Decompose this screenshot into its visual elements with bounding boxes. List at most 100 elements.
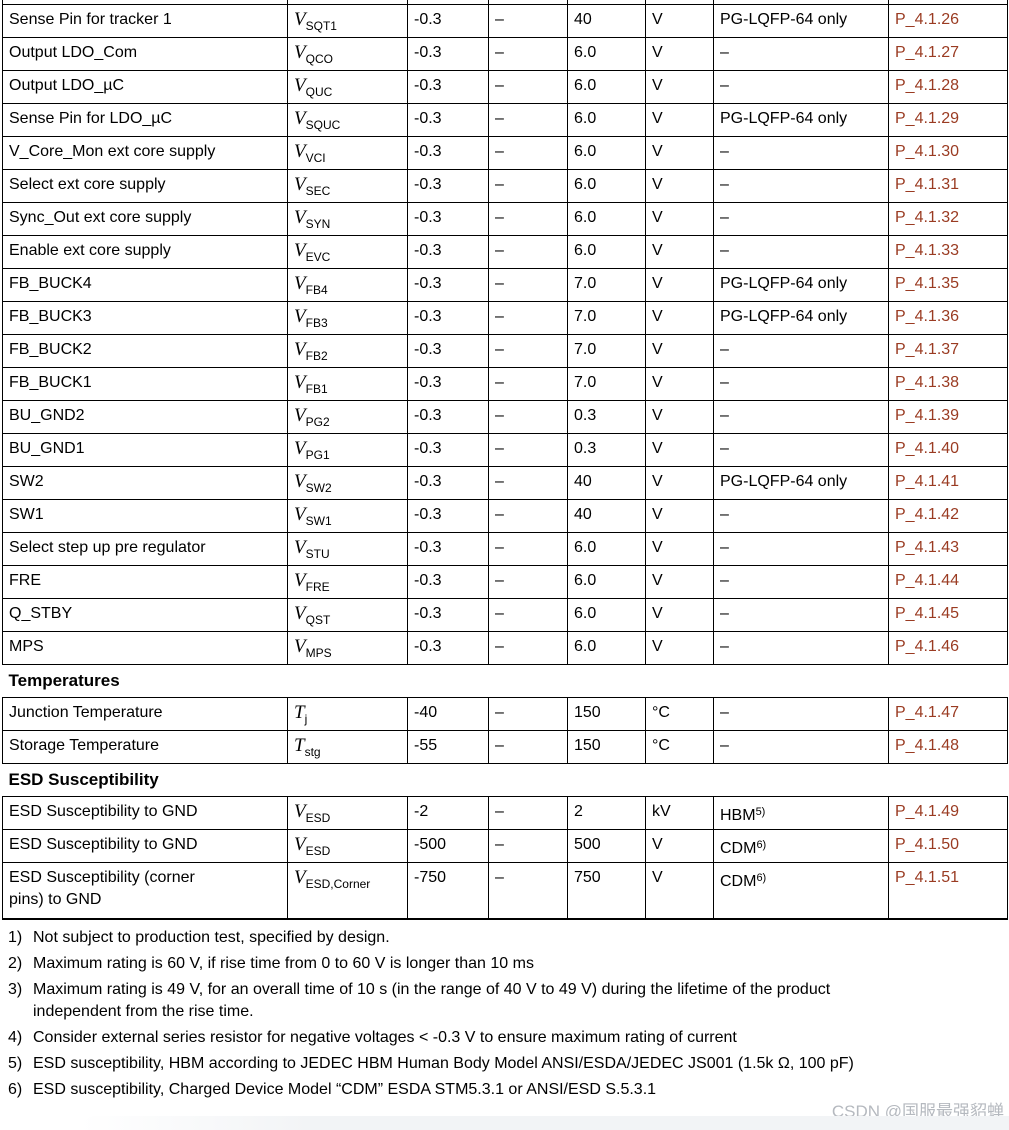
bottom-rounded-band xyxy=(80,1116,1009,1130)
ref-link[interactable]: P_4.1.46 xyxy=(888,630,1008,665)
ref-link[interactable]: P_4.1.42 xyxy=(888,498,1008,533)
symbol-subscript: ESD xyxy=(305,810,331,825)
footnote-number: 6) xyxy=(8,1081,23,1098)
ref-link[interactable]: P_4.1.29 xyxy=(888,102,1008,137)
symbol-cell: VFB2 xyxy=(287,333,408,368)
table-row: SW2 VSW2 -0.3–40 V PG-LQFP-64 only P_4.1.41 xyxy=(2,465,1008,500)
ref-link[interactable]: P_4.1.44 xyxy=(888,564,1008,599)
max-cell: 7.0 xyxy=(567,366,646,401)
parameter-cell: SW2 xyxy=(2,465,288,500)
note-text: – xyxy=(720,604,729,622)
ref-link[interactable]: P_4.1.30 xyxy=(888,135,1008,170)
section-header-label: ESD Susceptibility xyxy=(2,762,1008,797)
parameter-cell: V_Core_Mon ext core supply xyxy=(2,135,288,170)
footnote-item: 5) ESD susceptibility, HBM according to J… xyxy=(2,1053,987,1075)
typ-cell: – xyxy=(488,498,568,533)
ref-link[interactable]: P_4.1.39 xyxy=(888,399,1008,434)
typ-cell: – xyxy=(488,564,568,599)
ref-link[interactable]: P_4.1.37 xyxy=(888,333,1008,368)
footnote-list: 1) Not subject to production test, specif… xyxy=(2,927,987,1101)
ref-link[interactable]: P_4.1.31 xyxy=(888,168,1008,203)
max-cell: 6.0 xyxy=(567,201,646,236)
symbol-subscript: FB2 xyxy=(305,348,328,363)
symbol-cell: VESD xyxy=(287,828,408,863)
symbol-base: V xyxy=(294,74,306,96)
ref-link[interactable]: P_4.1.36 xyxy=(888,300,1008,335)
ref-link[interactable]: P_4.1.50 xyxy=(888,828,1008,863)
symbol-cell: VQUC xyxy=(287,69,408,104)
unit-cell: kV xyxy=(645,795,714,830)
note-text: – xyxy=(720,76,729,94)
note-text: – xyxy=(720,241,729,259)
symbol-base: V xyxy=(294,602,306,624)
parameter-cell: Select ext core supply xyxy=(2,168,288,203)
min-cell: -0.3 xyxy=(407,531,489,566)
note-cell: HBM5) xyxy=(713,795,889,830)
footnote-item: 6) ESD susceptibility, Charged Device Mod… xyxy=(2,1079,987,1101)
symbol-base: V xyxy=(294,206,306,228)
ref-link[interactable]: P_4.1.49 xyxy=(888,795,1008,830)
absolute-maximum-ratings-table: Sense Pin for tracker 1 VSQT1 -0.3–40 V PG-L… xyxy=(2,0,1008,920)
unit-cell: V xyxy=(645,465,714,500)
max-cell: 6.0 xyxy=(567,630,646,665)
symbol-base: V xyxy=(294,272,306,294)
note-footnote-marker: 6) xyxy=(756,871,767,884)
note-cell: PG-LQFP-64 only xyxy=(713,3,889,38)
symbol-base: V xyxy=(294,569,306,591)
ref-link[interactable]: P_4.1.40 xyxy=(888,432,1008,467)
ref-link[interactable]: P_4.1.32 xyxy=(888,201,1008,236)
symbol-base: V xyxy=(294,437,306,459)
ref-link[interactable]: P_4.1.47 xyxy=(888,696,1008,731)
note-text: PG-LQFP-64 only xyxy=(720,109,848,127)
symbol-cell: VFB1 xyxy=(287,366,408,401)
min-cell: -55 xyxy=(407,729,489,764)
ref-link[interactable]: P_4.1.27 xyxy=(888,36,1008,71)
parameter-cell: Q_STBY xyxy=(2,597,288,632)
footnote-number: 5) xyxy=(8,1055,23,1072)
max-cell: 7.0 xyxy=(567,300,646,335)
unit-cell: °C xyxy=(645,696,714,731)
typ-cell: – xyxy=(488,135,568,170)
ref-link[interactable]: P_4.1.45 xyxy=(888,597,1008,632)
note-text: PG-LQFP-64 only xyxy=(720,274,848,292)
ref-link[interactable]: P_4.1.41 xyxy=(888,465,1008,500)
symbol-subscript: PG1 xyxy=(305,447,330,462)
symbol-cell: VQST xyxy=(287,597,408,632)
note-text: – xyxy=(720,538,729,556)
symbol-base: V xyxy=(294,833,306,855)
ref-link[interactable]: P_4.1.43 xyxy=(888,531,1008,566)
note-cell: – xyxy=(713,630,889,665)
ref-link[interactable]: P_4.1.51 xyxy=(888,861,1008,920)
ref-link[interactable]: P_4.1.33 xyxy=(888,234,1008,269)
max-cell: 150 xyxy=(567,696,646,731)
symbol-cell: VPG2 xyxy=(287,399,408,434)
footnote-text: ESD susceptibility, Charged Device Model… xyxy=(33,1081,657,1098)
ref-link[interactable]: P_4.1.28 xyxy=(888,69,1008,104)
footnote-item: 3) Maximum rating is 49 V, for an overall… xyxy=(2,979,987,1023)
note-text: – xyxy=(720,637,729,655)
ref-link[interactable]: P_4.1.26 xyxy=(888,3,1008,38)
parameter-cell: FRE xyxy=(2,564,288,599)
parameter-cell: Enable ext core supply xyxy=(2,234,288,269)
symbol-base: V xyxy=(294,41,306,63)
symbol-subscript: STU xyxy=(305,546,330,561)
note-footnote-marker: 6) xyxy=(756,838,767,851)
typ-cell: – xyxy=(488,102,568,137)
max-cell: 6.0 xyxy=(567,69,646,104)
ref-link[interactable]: P_4.1.38 xyxy=(888,366,1008,401)
min-cell: -0.3 xyxy=(407,201,489,236)
footnote-number: 4) xyxy=(8,1029,23,1046)
parameter-cell: FB_BUCK4 xyxy=(2,267,288,302)
ref-link[interactable]: P_4.1.35 xyxy=(888,267,1008,302)
table-row: SW1 VSW1 -0.3–40 V – P_4.1.42 xyxy=(2,498,1008,533)
parameter-cell: FB_BUCK2 xyxy=(2,333,288,368)
min-cell: -0.3 xyxy=(407,168,489,203)
symbol-base: V xyxy=(294,470,306,492)
min-cell: -0.3 xyxy=(407,300,489,335)
typ-cell: – xyxy=(488,234,568,269)
ref-link[interactable]: P_4.1.48 xyxy=(888,729,1008,764)
max-cell: 40 xyxy=(567,3,646,38)
typ-cell: – xyxy=(488,531,568,566)
typ-cell: – xyxy=(488,795,568,830)
max-cell: 6.0 xyxy=(567,168,646,203)
